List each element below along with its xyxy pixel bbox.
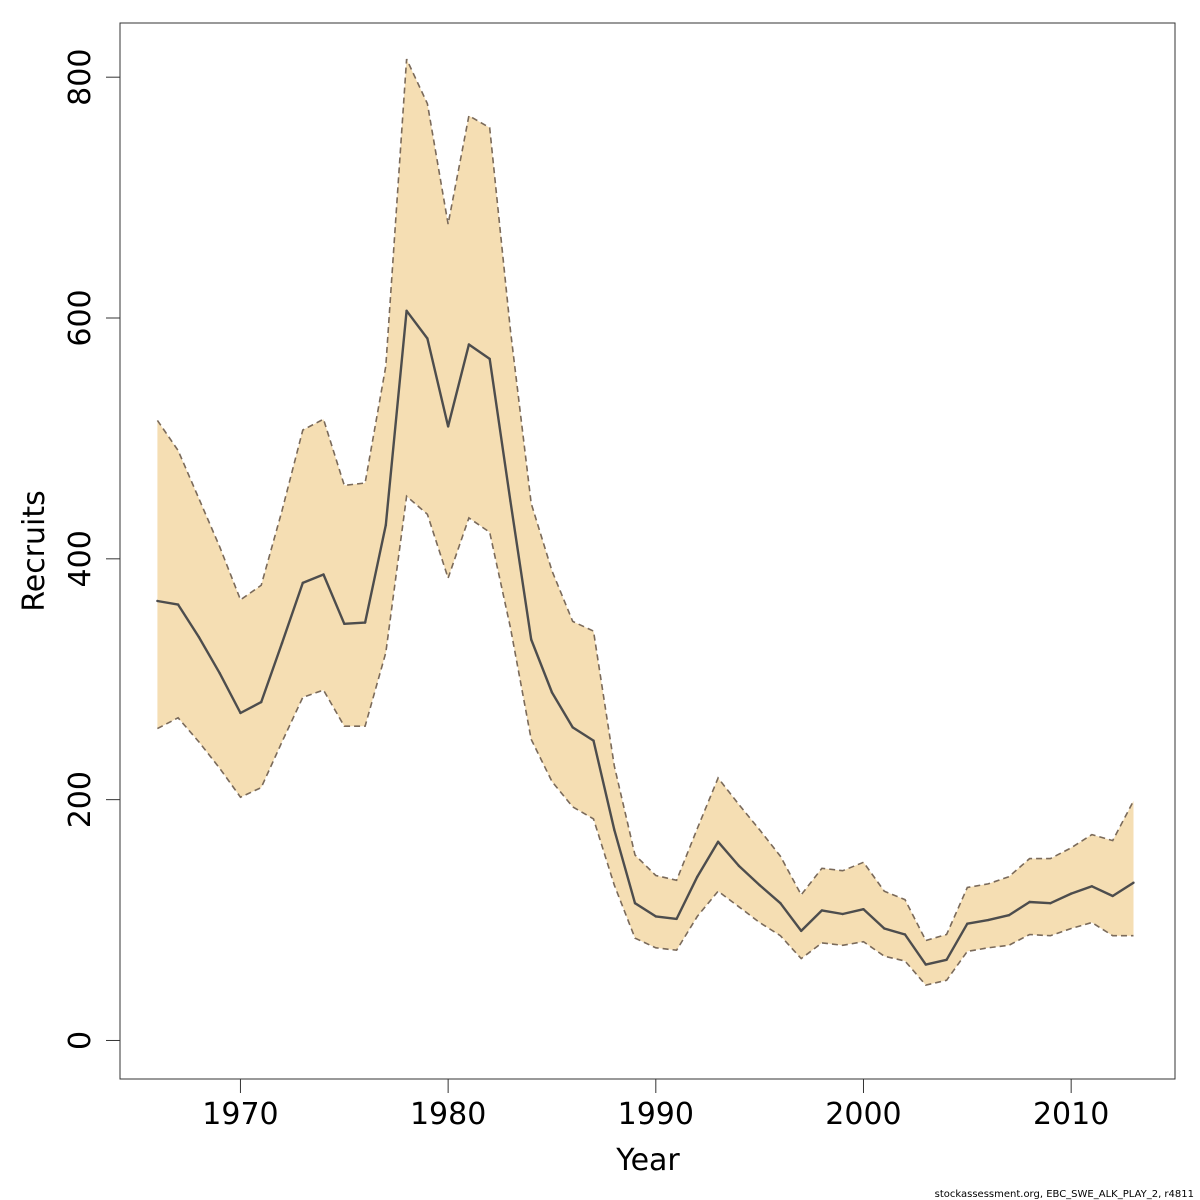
y-tick-label: 200 xyxy=(63,771,98,828)
x-tick-label: 2010 xyxy=(1033,1097,1109,1132)
estimate-point xyxy=(945,958,948,961)
estimate-point xyxy=(446,425,450,428)
x-tick-label: 2000 xyxy=(825,1097,901,1132)
x-tick-label: 1970 xyxy=(202,1097,278,1132)
estimate-point xyxy=(779,902,782,905)
estimate-point xyxy=(301,581,304,585)
estimate-point xyxy=(1049,902,1052,905)
y-axis-title: Recruits xyxy=(17,490,52,612)
estimate-point xyxy=(633,902,637,905)
estimate-point xyxy=(1069,892,1073,895)
confidence-band xyxy=(157,59,1134,986)
estimate-point xyxy=(758,883,761,887)
estimate-point xyxy=(737,864,741,868)
upper-bound-line xyxy=(156,58,1135,942)
lower-bound-line xyxy=(157,494,1134,986)
estimate-point xyxy=(986,918,990,922)
estimate-line xyxy=(157,309,1135,966)
estimate-point xyxy=(467,343,471,346)
estimate-point xyxy=(322,573,325,576)
estimate-point xyxy=(571,726,574,729)
estimate-point xyxy=(799,929,803,933)
x-tick-label: 1990 xyxy=(618,1097,694,1132)
estimate-point xyxy=(1090,885,1094,888)
x-axis-title: Year xyxy=(615,1143,680,1178)
estimate-point xyxy=(1007,914,1011,917)
estimate-points xyxy=(156,309,1135,966)
estimate-point xyxy=(966,922,969,925)
estimate-point xyxy=(1111,894,1114,898)
x-axis: 1970 1980 1990 2000 2010 xyxy=(202,1079,1109,1132)
estimate-point xyxy=(550,691,554,694)
estimate-point xyxy=(363,621,367,624)
estimate-point xyxy=(280,641,284,645)
estimate-point xyxy=(613,828,616,831)
estimate-point xyxy=(924,963,927,966)
estimate-point xyxy=(260,700,263,704)
estimate-point xyxy=(716,840,720,843)
estimate-point xyxy=(509,499,512,503)
estimate-point xyxy=(675,917,678,921)
estimate-point xyxy=(176,603,180,606)
estimate-point xyxy=(218,672,221,675)
estimate-point xyxy=(592,739,595,742)
estimate-point xyxy=(197,635,201,639)
estimate-point xyxy=(156,599,159,603)
estimate-point xyxy=(654,915,658,918)
estimate-point xyxy=(488,357,491,361)
estimate-point xyxy=(903,933,907,936)
footer-credit: stockassessment.org, EBC_SWE_ALK_PLAY_2,… xyxy=(935,1189,1194,1200)
estimate-point xyxy=(405,309,408,312)
estimate-point xyxy=(530,638,533,641)
estimate-point xyxy=(883,927,886,930)
y-tick-label: 800 xyxy=(63,49,98,106)
estimate-point xyxy=(384,523,388,527)
plot-frame xyxy=(119,22,1176,1080)
estimate-point xyxy=(841,912,844,916)
estimate-point xyxy=(862,908,865,911)
estimate-point xyxy=(239,711,242,715)
estimate-point xyxy=(343,622,346,626)
x-tick-label: 1980 xyxy=(410,1097,486,1132)
estimate-point xyxy=(820,909,824,912)
y-tick-label: 600 xyxy=(63,289,98,346)
y-tick-label: 0 xyxy=(63,1031,98,1050)
estimate-point xyxy=(1028,900,1031,904)
estimate-point xyxy=(1132,881,1135,884)
estimate-point xyxy=(426,337,429,340)
estimate-point xyxy=(696,875,699,878)
y-axis: 0 200 400 600 800 xyxy=(63,49,120,1050)
y-tick-label: 400 xyxy=(63,530,98,587)
